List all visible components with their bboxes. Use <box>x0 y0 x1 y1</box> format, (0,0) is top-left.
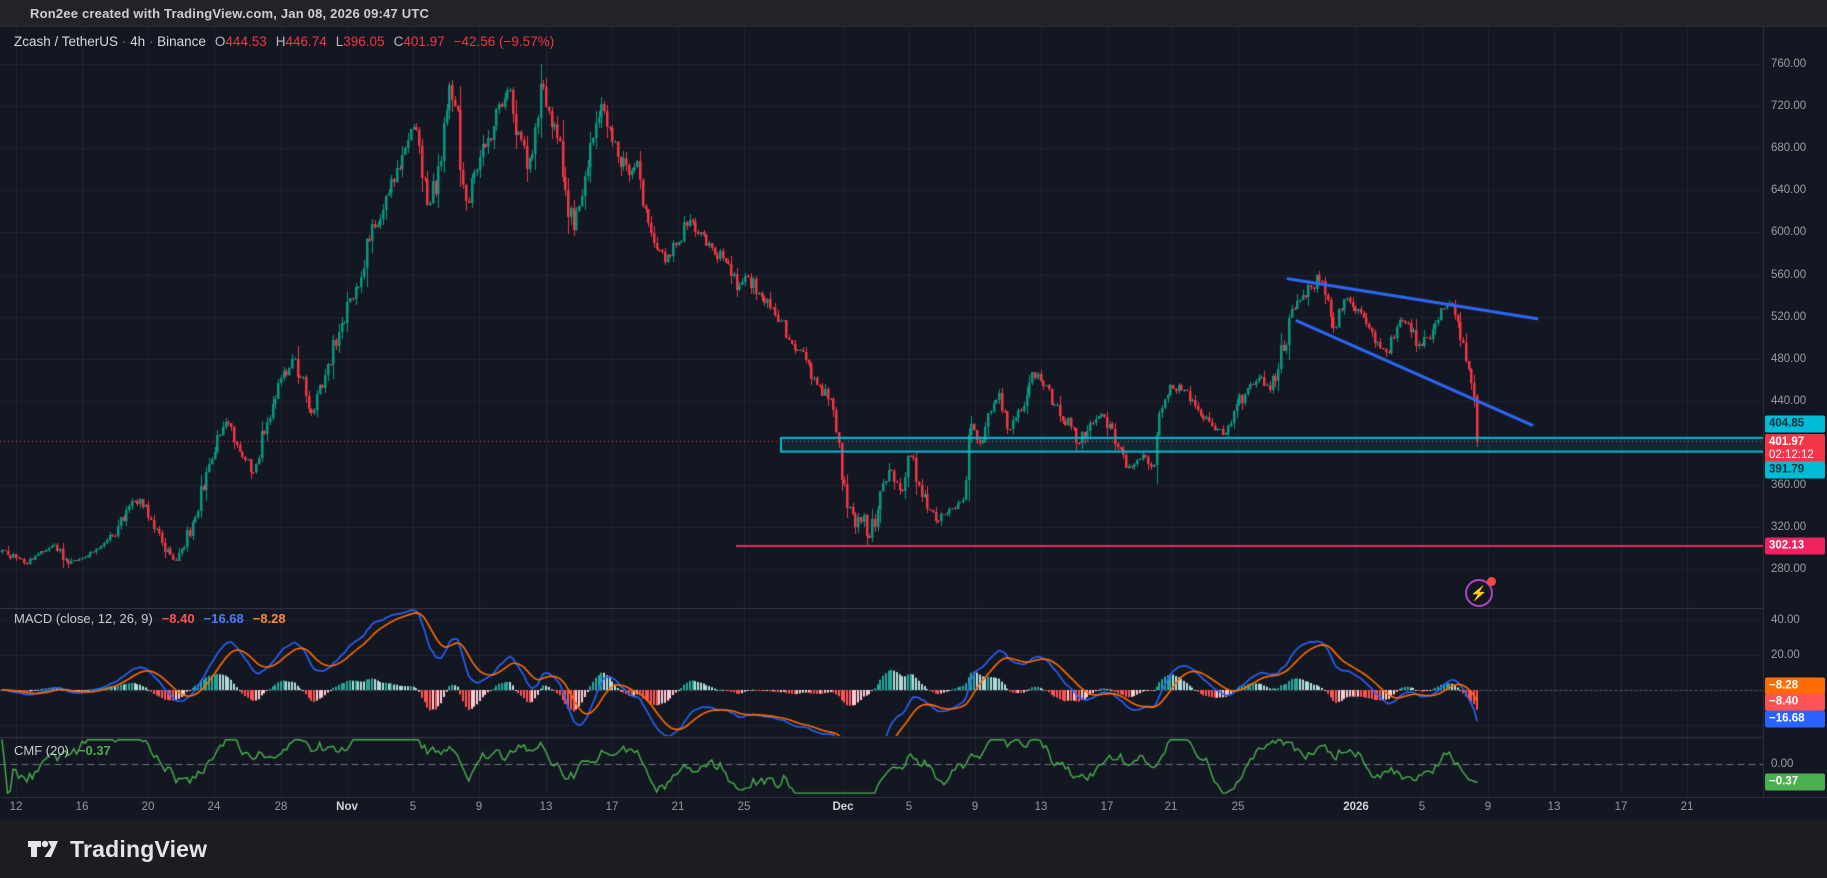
macd-line-value: −16.68 <box>203 611 244 626</box>
macd-signal-label: −8.28 <box>1765 677 1825 695</box>
time-tick: 16 <box>75 801 89 813</box>
time-axis[interactable]: 12 16 20 24 28 Nov 5 9 13 17 21 25 Dec 5 9 13 17 21 25 2026… <box>0 797 1827 820</box>
notification-dot <box>1487 577 1496 586</box>
time-tick: 21 <box>1680 801 1694 813</box>
macd-line-label: −16.68 <box>1765 710 1825 728</box>
time-tick: 25 <box>737 801 751 813</box>
price-tick: 280.00 <box>1771 563 1807 576</box>
time-tick: 28 <box>274 801 288 813</box>
time-tick: 20 <box>141 801 155 813</box>
price-tick: 320.00 <box>1771 521 1807 534</box>
price-tick: 440.00 <box>1771 394 1807 407</box>
cmf-title: CMF (20) <box>14 743 69 758</box>
time-tick: 24 <box>207 801 221 813</box>
ohlc-open: O444.53 <box>214 34 267 49</box>
chart-area[interactable]: Zcash / TetherUS · 4h · Binance O444.53 … <box>0 27 1827 820</box>
price-tick: 520.00 <box>1771 310 1807 323</box>
ohlc-change: −42.56 (−9.57%) <box>453 34 555 49</box>
time-tick: 21 <box>1164 801 1178 813</box>
time-tick: 17 <box>605 801 619 813</box>
flash-tool-icon[interactable]: ⚡ <box>1465 577 1496 609</box>
tradingview-logo-icon <box>28 840 58 857</box>
price-tick: 360.00 <box>1771 479 1807 492</box>
price-tick: 480.00 <box>1771 352 1807 365</box>
time-tick: Nov <box>336 801 358 813</box>
time-tick: 25 <box>1231 801 1245 813</box>
price-tick: 680.00 <box>1771 142 1807 155</box>
indicator-tick: 0.00 <box>1771 758 1794 770</box>
time-tick: Dec <box>832 801 854 813</box>
time-tick: 5 <box>409 801 417 813</box>
price-tick: 560.00 <box>1771 268 1807 281</box>
last-price-label: 401.97 02:12:12 <box>1765 434 1825 464</box>
time-tick: 13 <box>1034 801 1048 813</box>
price-tick: 640.00 <box>1771 184 1807 197</box>
symbol-legend[interactable]: Zcash / TetherUS · 4h · Binance O444.53 … <box>14 34 554 49</box>
macd-signal-value: −8.28 <box>252 611 286 626</box>
ohlc-high: H446.74 <box>275 34 327 49</box>
price-axis[interactable]: 760.00 720.00 680.00 640.00 600.00 560.00 520.… <box>1763 27 1827 797</box>
tradingview-brand-text: TradingView <box>70 835 208 862</box>
watermark-bar: Ron2ee created with TradingView.com, Jan… <box>0 0 1827 27</box>
time-tick: 21 <box>671 801 685 813</box>
macd-hist-label: −8.40 <box>1765 693 1825 711</box>
time-tick: 13 <box>1547 801 1561 813</box>
price-tick: 760.00 <box>1771 58 1807 70</box>
time-tick: 9 <box>1484 801 1492 813</box>
tradingview-logo[interactable]: TradingView <box>26 834 207 864</box>
time-tick: 12 <box>9 801 23 813</box>
time-tick: 13 <box>539 801 553 813</box>
box-top-label: 404.85 <box>1765 415 1825 433</box>
ohlc-close: C401.97 <box>393 34 445 49</box>
time-tick: 2026 <box>1343 801 1369 813</box>
time-tick: 17 <box>1100 801 1114 813</box>
macd-title: MACD (close, 12, 26, 9) <box>14 611 153 626</box>
price-tick: 600.00 <box>1771 226 1807 239</box>
pink-level-label: 302.13 <box>1765 537 1825 555</box>
chart-canvas[interactable] <box>0 27 1827 820</box>
footer-bar: TradingView <box>0 820 1827 878</box>
time-tick: 5 <box>905 801 913 813</box>
price-tick: 720.00 <box>1771 100 1807 113</box>
lightning-icon: ⚡ <box>1465 579 1493 607</box>
ohlc-low: L396.05 <box>335 34 385 49</box>
macd-hist-value: −8.40 <box>161 611 195 626</box>
macd-legend[interactable]: MACD (close, 12, 26, 9) −8.40 −16.68 −8.… <box>14 611 286 626</box>
symbol-title: Zcash / TetherUS · 4h · Binance <box>14 34 206 49</box>
cmf-legend[interactable]: CMF (20) −0.37 <box>14 743 111 758</box>
indicator-tick: 40.00 <box>1771 614 1800 626</box>
watermark-text: Ron2ee created with TradingView.com, Jan… <box>30 5 430 21</box>
box-bottom-label: 391.79 <box>1765 461 1825 479</box>
cmf-value-label: −0.37 <box>1765 773 1825 791</box>
indicator-tick: 20.00 <box>1771 649 1800 661</box>
time-tick: 9 <box>971 801 979 813</box>
cmf-value: −0.37 <box>77 743 111 758</box>
time-tick: 9 <box>475 801 483 813</box>
time-tick: 5 <box>1418 801 1426 813</box>
time-tick: 17 <box>1614 801 1628 813</box>
